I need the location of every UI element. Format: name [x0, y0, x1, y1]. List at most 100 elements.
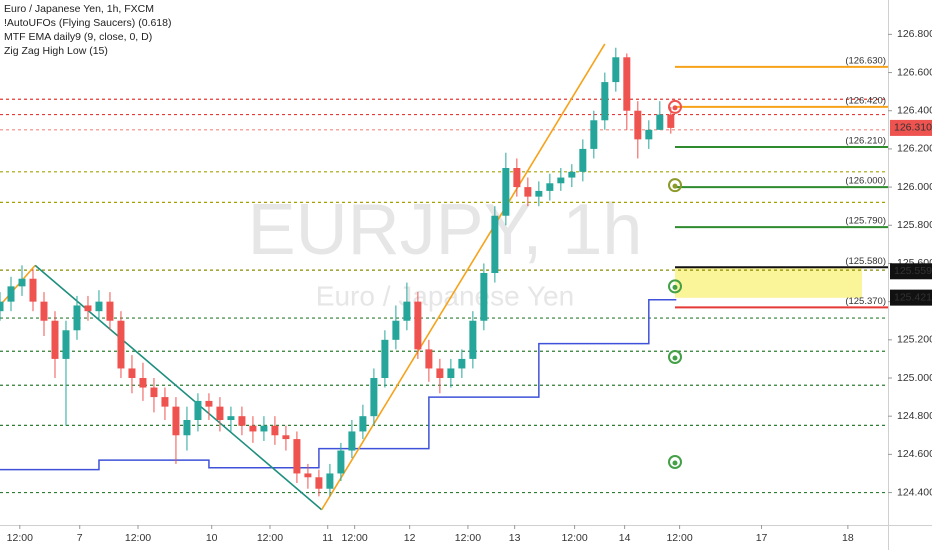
candle-body — [29, 278, 37, 302]
candle-body — [502, 168, 510, 216]
candle-body — [590, 120, 598, 149]
candle-body — [392, 320, 400, 340]
candle-body — [458, 358, 466, 369]
marker-dot — [672, 105, 678, 111]
watermark: EURJPY, 1h — [248, 190, 643, 270]
zigzag-segment — [34, 264, 323, 511]
marker-dot — [672, 284, 678, 290]
candle-body — [447, 368, 455, 378]
x-tick-label: 10 — [206, 532, 218, 544]
candle-body — [194, 400, 202, 420]
candle-body — [205, 400, 213, 407]
candle-body — [568, 171, 576, 178]
candle-body — [139, 378, 147, 388]
ema-line — [0, 298, 677, 471]
y-tick-label: 126.400 — [897, 105, 932, 117]
candle-body — [18, 278, 26, 287]
level-label: (126.000) — [845, 176, 886, 187]
y-tick-label: 125.200 — [897, 334, 932, 346]
candle-body — [216, 406, 224, 420]
candle-body — [62, 330, 70, 359]
x-tick-label: 12:00 — [561, 532, 587, 544]
candle-body — [117, 320, 125, 369]
candle-body — [95, 301, 103, 312]
marker-ring — [668, 350, 682, 364]
y-tick-label: 125.000 — [897, 372, 932, 384]
price-tag — [890, 119, 932, 136]
zigzag-segment — [0, 264, 36, 306]
marker-dot — [672, 460, 678, 466]
x-tick-label: 18 — [842, 532, 854, 544]
x-tick-label: 12:00 — [342, 532, 368, 544]
candle-body — [414, 301, 422, 350]
marker-ring — [668, 455, 682, 469]
candle-body — [73, 305, 81, 331]
candle-body — [645, 129, 653, 140]
candle-body — [425, 349, 433, 369]
level-label: (125.370) — [845, 296, 886, 307]
header-line: Zig Zag High Low (15) — [4, 45, 108, 57]
x-tick-label: 12:00 — [666, 532, 692, 544]
price-tag-label: 125.559 — [894, 265, 932, 277]
candle-body — [128, 368, 136, 378]
level-label: (125.790) — [845, 216, 886, 227]
candle-body — [579, 148, 587, 172]
y-tick-label: 126.600 — [897, 66, 932, 78]
y-tick-label: 126.000 — [897, 181, 932, 193]
x-tick-label: 14 — [619, 532, 631, 544]
marker-ring — [668, 279, 682, 294]
plot-area: (126.630) (126.420) (126.210) (126.000) (125… — [0, 43, 888, 511]
candle-body — [161, 397, 169, 407]
candle-body — [535, 190, 543, 197]
candle-body — [106, 301, 114, 321]
candle-body — [480, 273, 488, 321]
candle-body — [381, 339, 389, 378]
y-tick-label: 126.800 — [897, 28, 932, 40]
candle-body — [7, 286, 15, 302]
candle-body — [84, 305, 92, 312]
candle-body — [546, 183, 554, 191]
candle-body — [359, 416, 367, 432]
candle-body — [469, 320, 477, 359]
x-tick-label: 11 — [322, 532, 333, 544]
y-tick-label: 124.600 — [897, 448, 932, 460]
candle-body — [623, 57, 631, 111]
candle-body — [634, 110, 642, 140]
zigzag-segment — [320, 43, 606, 511]
candle-body — [403, 301, 411, 321]
level-label: (126.630) — [845, 55, 886, 66]
candle-body — [260, 425, 268, 432]
candle-body — [304, 473, 312, 478]
candle-body — [348, 431, 356, 451]
y-tick-label: 126.200 — [897, 143, 932, 155]
candle-body — [513, 168, 521, 188]
level-label: (126.210) — [845, 136, 886, 147]
x-tick-label: 12:00 — [125, 532, 151, 544]
y-tick-label: 125.800 — [897, 219, 932, 231]
price-tag — [890, 263, 932, 280]
candle-body — [293, 439, 301, 474]
axes: 126.800 126.600 126.400 126.200 126.000 125.8… — [7, 28, 932, 544]
candle-body — [0, 301, 4, 312]
candle-body — [282, 435, 290, 440]
candle-body — [249, 425, 257, 432]
x-tick-label: 12:00 — [257, 532, 283, 544]
x-tick-label: 7 — [77, 532, 83, 544]
candle-body — [271, 425, 279, 436]
marker-ring — [668, 178, 682, 193]
price-tag-label: 125.421 — [894, 291, 932, 303]
candle-body — [557, 177, 565, 184]
candle-body — [227, 416, 235, 420]
candle-body — [612, 57, 620, 83]
x-tick-label: 13 — [509, 532, 521, 544]
candle-body — [667, 114, 675, 128]
candle-body — [524, 187, 532, 197]
candle-body — [337, 450, 345, 474]
y-tick-label: 124.400 — [897, 486, 932, 498]
marker-dot — [672, 355, 678, 361]
x-tick-label: 17 — [756, 532, 768, 544]
candle-body — [51, 320, 59, 359]
x-tick-label: 12 — [404, 532, 416, 544]
candle-body — [601, 82, 609, 121]
